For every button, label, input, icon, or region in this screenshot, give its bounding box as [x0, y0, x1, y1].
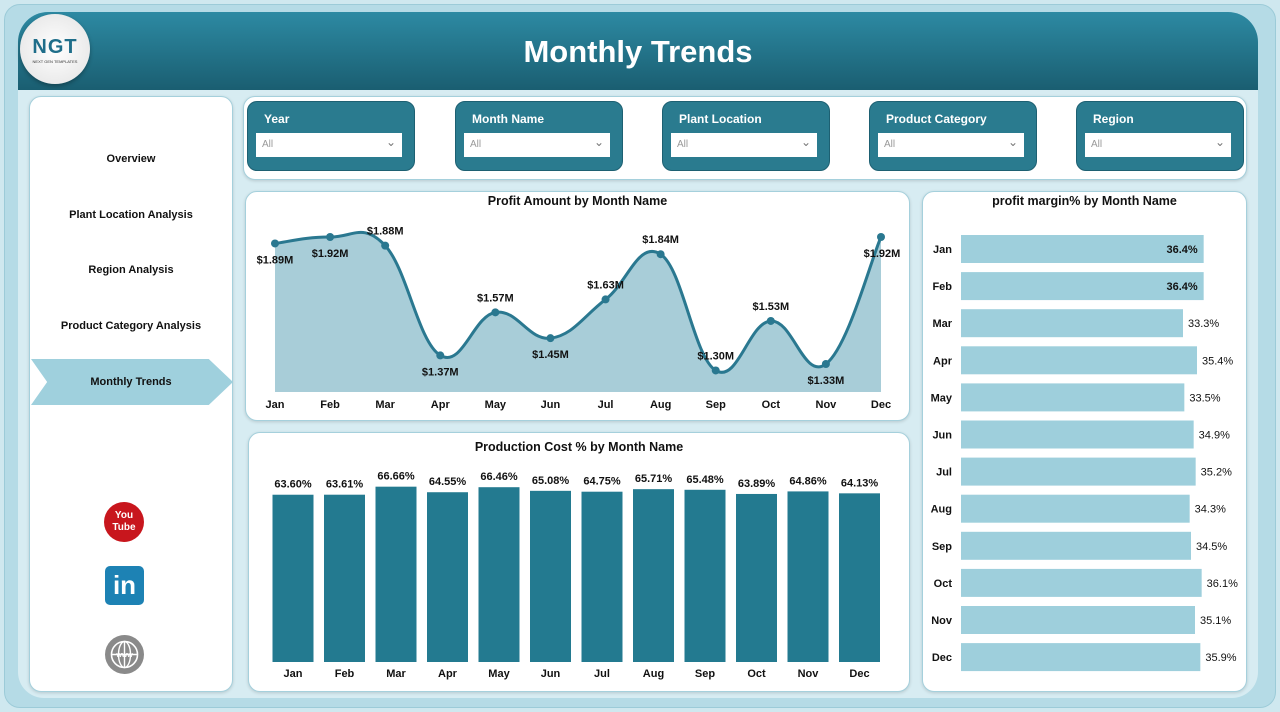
nav-item-monthly-trends[interactable]: Monthly Trends — [90, 376, 172, 388]
globe-icon[interactable]: www — [105, 635, 144, 674]
filter-region: Region All ⌄ — [1076, 101, 1244, 171]
chart-title: Profit Amount by Month Name — [487, 194, 668, 208]
filter-dropdown[interactable]: All ⌄ — [671, 133, 817, 157]
youtube-icon[interactable]: You Tube — [104, 502, 144, 542]
active-nav-arrow — [31, 359, 233, 405]
chart-title: Production Cost % by Month Name — [474, 440, 684, 454]
header-bar: Monthly Trends — [18, 12, 1258, 90]
profit-amount-card: Profit Amount by Month Name — [245, 191, 910, 421]
filter-dropdown[interactable]: All ⌄ — [878, 133, 1024, 157]
filter-dropdown[interactable]: All ⌄ — [464, 133, 610, 157]
filter-product-category: Product Category All ⌄ — [869, 101, 1037, 171]
filter-label: Year — [264, 112, 290, 126]
filter-plant-location: Plant Location All ⌄ — [662, 101, 830, 171]
filter-value: All — [262, 139, 274, 150]
filter-year: Year All ⌄ — [247, 101, 415, 171]
filter-label: Product Category — [886, 112, 987, 126]
filter-value: All — [1091, 139, 1103, 150]
filter-month-name: Month Name All ⌄ — [455, 101, 623, 171]
filter-label: Region — [1093, 112, 1134, 126]
filter-label: Plant Location — [679, 112, 762, 126]
production-cost-card: Production Cost % by Month Name — [248, 432, 910, 692]
nav-item-region-analysis[interactable]: Region Analysis — [88, 264, 174, 276]
filter-value: All — [884, 139, 896, 150]
chevron-down-icon: ⌄ — [593, 135, 604, 149]
nav-item-overview[interactable]: Overview — [106, 153, 156, 165]
chevron-down-icon: ⌄ — [1007, 135, 1018, 149]
filter-value: All — [470, 139, 482, 150]
profit-margin-card: profit margin% by Month Name — [922, 191, 1247, 692]
chevron-down-icon: ⌄ — [385, 135, 396, 149]
nav-item-plant-location-analysis[interactable]: Plant Location Analysis — [69, 209, 193, 221]
chevron-down-icon: ⌄ — [1214, 135, 1225, 149]
chart-title: profit margin% by Month Name — [992, 194, 1177, 208]
filter-label: Month Name — [472, 112, 544, 126]
nav-item-product-category-analysis[interactable]: Product Category Analysis — [60, 320, 202, 332]
chevron-down-icon: ⌄ — [800, 135, 811, 149]
filter-dropdown[interactable]: All ⌄ — [256, 133, 402, 157]
linkedin-icon[interactable]: in — [105, 566, 144, 605]
filter-value: All — [677, 139, 689, 150]
ngt-logo: NGT NEXT GEN TEMPLATES — [20, 14, 90, 84]
page-title: Monthly Trends — [523, 34, 753, 69]
filter-dropdown[interactable]: All ⌄ — [1085, 133, 1231, 157]
svg-text:www: www — [115, 652, 133, 659]
